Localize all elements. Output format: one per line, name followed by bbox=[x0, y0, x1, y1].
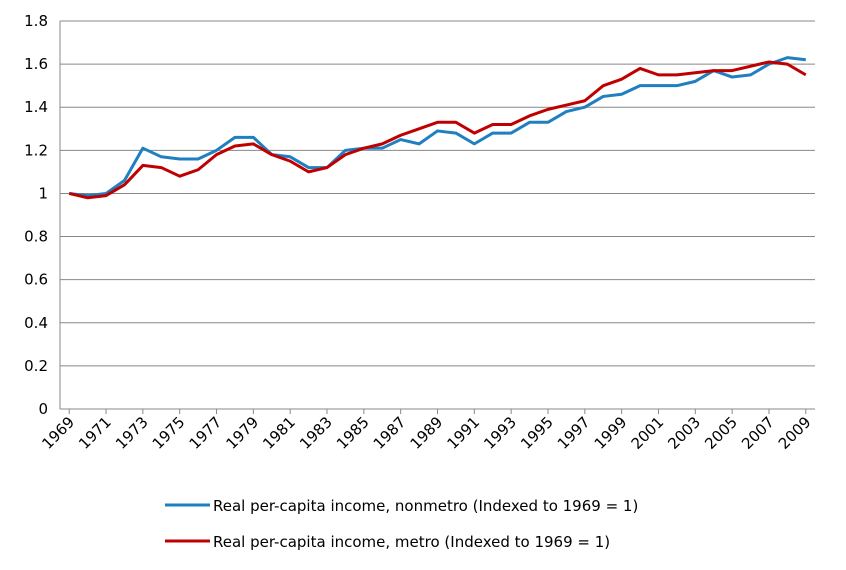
x-tick-label: 1979 bbox=[222, 413, 262, 453]
x-tick-label: 1997 bbox=[554, 413, 594, 453]
y-tick-label: 1.6 bbox=[24, 55, 48, 73]
x-tick-label: 1977 bbox=[186, 413, 226, 453]
x-tick-label: 1987 bbox=[370, 413, 410, 453]
y-tick-label: 0.2 bbox=[24, 357, 48, 375]
y-tick-label: 1.4 bbox=[24, 98, 48, 116]
x-tick-label: 1995 bbox=[517, 413, 557, 453]
legend-label: Real per-capita income, metro (Indexed t… bbox=[213, 533, 610, 551]
x-tick-label: 2001 bbox=[628, 413, 668, 453]
y-tick-label: 0.6 bbox=[24, 271, 48, 289]
x-tick-label: 1985 bbox=[333, 413, 373, 453]
x-tick-label: 1993 bbox=[480, 413, 520, 453]
x-tick-label: 1973 bbox=[112, 413, 152, 453]
y-tick-label: 1.8 bbox=[24, 12, 48, 30]
series-line bbox=[69, 56, 806, 198]
x-tick-label: 1981 bbox=[259, 413, 299, 453]
y-tick-label: 1.2 bbox=[24, 141, 48, 159]
x-tick-label: 1971 bbox=[75, 413, 115, 453]
x-tick-label: 2007 bbox=[738, 413, 778, 453]
x-tick-label: 2005 bbox=[701, 413, 741, 453]
x-tick-label: 1999 bbox=[591, 413, 631, 453]
legend-label: Real per-capita income, nonmetro (Indexe… bbox=[213, 497, 638, 515]
y-tick-label: 0.8 bbox=[24, 228, 48, 246]
y-tick-label: 0.4 bbox=[24, 314, 48, 332]
x-tick-label: 2003 bbox=[664, 413, 704, 453]
x-tick-label: 2009 bbox=[775, 413, 815, 453]
x-tick-label: 1983 bbox=[296, 413, 336, 453]
x-tick-label: 1989 bbox=[407, 413, 447, 453]
x-tick-label: 1991 bbox=[443, 413, 483, 453]
x-tick-label: 1969 bbox=[38, 413, 78, 453]
y-tick-label: 1 bbox=[38, 184, 48, 202]
y-tick-label: 0 bbox=[38, 400, 48, 418]
x-tick-label: 1975 bbox=[149, 413, 189, 453]
series-line bbox=[68, 60, 807, 200]
